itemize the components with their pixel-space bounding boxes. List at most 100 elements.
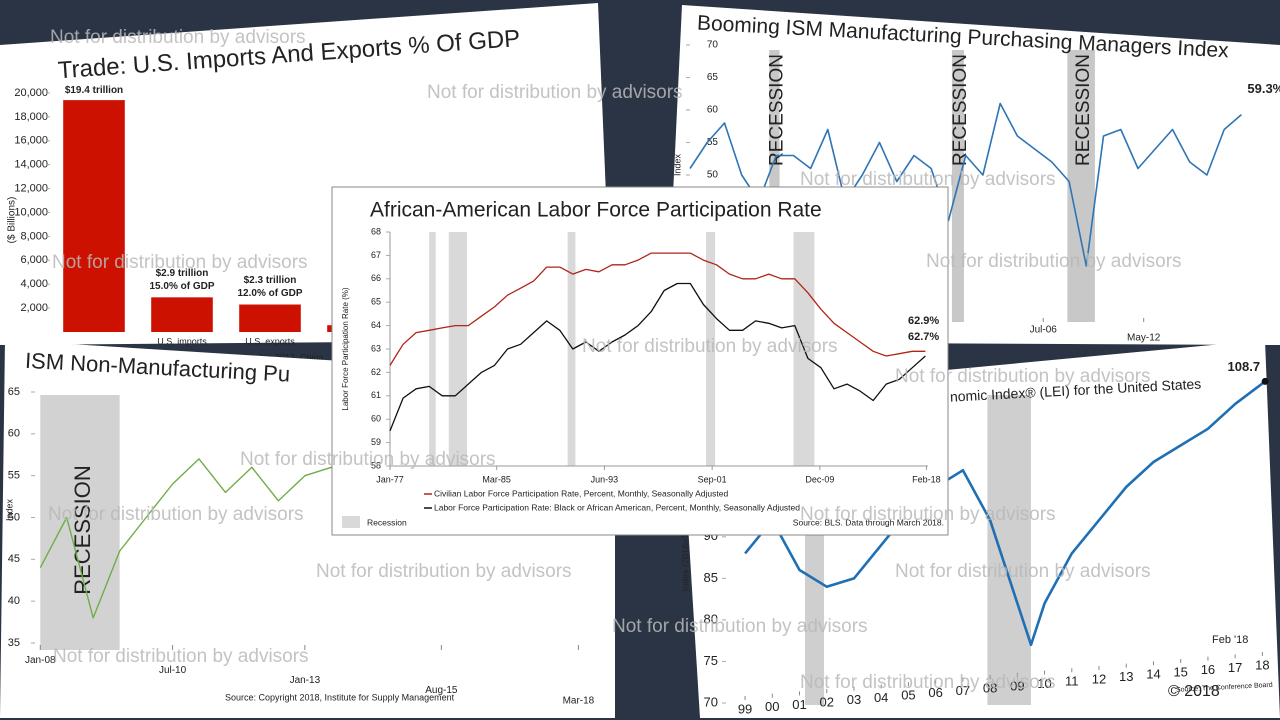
y-tick-label: 18,000 — [14, 111, 48, 123]
end-label: 108.7 — [1228, 359, 1261, 374]
y-tick-label: 55 — [707, 137, 719, 148]
x-tick-label: Aug-15 — [425, 685, 458, 696]
x-tick-label: Jan-77 — [376, 474, 404, 484]
series-line — [389, 252, 926, 366]
y-tick-label: 20,000 — [14, 87, 48, 99]
y-tick-label: 45 — [8, 553, 20, 565]
note: Jan 2017, China — [258, 352, 324, 362]
y-tick-label: 66 — [371, 273, 381, 283]
data-label: $2.9 trillion — [156, 268, 209, 279]
x-tick-label: 03 — [847, 692, 861, 707]
series-line — [744, 380, 1266, 647]
y-tick-label: 85 — [704, 570, 718, 585]
y-tick-label: 50 — [8, 511, 20, 523]
legend-label: Labor Force Participation Rate: Black or… — [434, 502, 800, 512]
y-tick-label: 60 — [371, 414, 381, 424]
y-tick-label: 14,000 — [14, 159, 48, 171]
y-tick-label: 59 — [371, 437, 381, 447]
legend-label: Recession — [367, 517, 407, 527]
watermark: Not for distribution by advisors — [895, 366, 1151, 387]
watermark: Not for distribution by advisors — [52, 252, 308, 273]
panel — [331, 186, 949, 536]
bar — [239, 304, 301, 332]
end-point — [1261, 377, 1269, 385]
y-tick-label: 16,000 — [14, 135, 48, 147]
y-tick-label: 64 — [371, 320, 381, 330]
x-tick-label: 09 — [1010, 678, 1024, 693]
y-tick-label: 67 — [371, 250, 381, 260]
watermark: Not for distribution by advisors — [240, 449, 496, 470]
y-tick-label: 8,000 — [20, 230, 48, 242]
y-tick-label: 75 — [704, 653, 718, 668]
source: Source: BLS. Data through March 2018. — [793, 517, 944, 527]
y-tick-label: 10,000 — [14, 206, 48, 218]
watermark: Not for distribution by advisors — [48, 504, 304, 525]
y-tick-label: 70 — [704, 694, 718, 709]
recession-band — [429, 232, 436, 466]
watermark: Not for distribution by advisors — [316, 561, 572, 582]
y-tick-label: 80 — [704, 611, 718, 626]
source: Source: Copyright 2018, Institute for Su… — [225, 692, 455, 702]
x-tick-label: Jun-93 — [591, 474, 619, 484]
recession-band — [769, 50, 780, 322]
recession-label: RECESSION — [950, 54, 971, 166]
watermark: Not for distribution by advisors — [427, 82, 683, 103]
y-tick-label: 58 — [371, 460, 381, 470]
y-tick-label: 70 — [707, 40, 719, 51]
x-tick-label: U.S. imports — [157, 336, 207, 346]
y-tick-label: 65 — [8, 386, 20, 398]
y-tick-label: 62 — [371, 367, 381, 377]
x-tick-label: 10 — [1037, 676, 1051, 691]
x-tick-label: Sep-01 — [698, 474, 727, 484]
x-tick-label: 14 — [1146, 667, 1160, 682]
x-tick-label: Mar-18 — [563, 695, 595, 706]
y-tick-label: 2,000 — [20, 302, 48, 314]
x-tick-label: 05 — [901, 688, 915, 703]
bar — [151, 297, 213, 332]
watermark: Not for distribution by advisors — [582, 336, 838, 357]
y-axis-label: Labor Force Participation Rate (%) — [341, 287, 350, 411]
y-axis-label: ($ Billions) — [7, 197, 18, 244]
y-tick-label: 65 — [371, 297, 381, 307]
x-tick-label: 01 — [792, 697, 806, 712]
recession-label: RECESSION — [766, 54, 787, 166]
y-tick-label: 61 — [371, 390, 381, 400]
y-axis-label: Index — [672, 153, 682, 176]
watermark: Not for distribution by advisors — [926, 251, 1182, 272]
watermark: Not for distribution by advisors — [50, 27, 306, 48]
chart-title: African-American Labor Force Participati… — [370, 199, 822, 222]
series-line — [389, 282, 926, 432]
x-tick-label: 15 — [1173, 664, 1187, 679]
recession-band — [567, 232, 576, 466]
x-tick-label: May-12 — [1127, 333, 1161, 344]
data-label: $2.3 trillion — [244, 275, 297, 286]
x-tick-label: 12 — [1092, 671, 1106, 686]
end-label: 62.7% — [908, 331, 939, 343]
watermark: Not for distribution by advisors — [895, 561, 1151, 582]
x-tick-label: 08 — [983, 681, 997, 696]
y-tick-label: 50 — [707, 170, 719, 181]
x-tick-label: Jul-10 — [159, 665, 187, 676]
recession-label: RECESSION — [1073, 54, 1094, 166]
y-tick-label: 60 — [8, 428, 20, 440]
watermark: Not for distribution by advisors — [53, 646, 309, 667]
share-label: 15.0% of GDP — [149, 281, 214, 292]
legend-swatch — [342, 516, 360, 528]
watermarks: Not for distribution by advisors Not for … — [48, 27, 1182, 693]
y-tick-label: 68 — [371, 226, 381, 236]
series-line — [689, 102, 1242, 267]
watermark: Not for distribution by advisors — [800, 169, 1056, 190]
y-tick-label: 35 — [8, 637, 20, 649]
share-label: 12.0% of GDP — [237, 288, 302, 299]
labor-force-panel: African-American Labor Force Participati… — [331, 186, 949, 536]
x-tick-label: 11 — [1065, 674, 1079, 689]
x-tick-label: 04 — [874, 690, 888, 705]
recession-label: RECESSION — [70, 465, 95, 595]
watermark: Not for distribution by advisors — [800, 672, 1056, 693]
y-tick-label: 4,000 — [20, 278, 48, 290]
watermark: Not for distribution by advisors — [612, 616, 868, 637]
x-tick-label: 18 — [1255, 657, 1269, 672]
watermark: Not for distribution by advisors — [800, 504, 1056, 525]
data-label: $19.4 trillion — [65, 85, 123, 96]
